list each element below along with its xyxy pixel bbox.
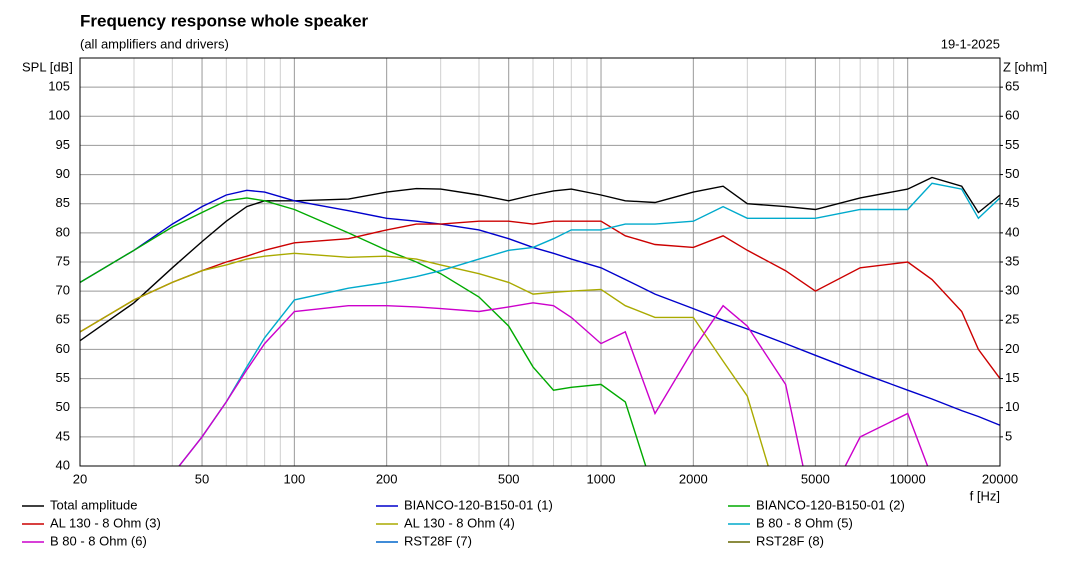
x-tick-label: 500 <box>498 471 520 486</box>
x-tick-label: 2000 <box>679 471 708 486</box>
y2-tick-label: 5 <box>1005 428 1012 443</box>
x-tick-label: 200 <box>376 471 398 486</box>
series-line <box>178 182 1000 466</box>
x-axis-label: f [Hz] <box>970 488 1000 503</box>
legend-label: RST28F (8) <box>756 533 824 548</box>
series-line <box>80 197 647 466</box>
y2-tick-label: 65 <box>1005 79 1019 94</box>
y-tick-label: 75 <box>56 253 70 268</box>
legend-label: B 80 - 8 Ohm (6) <box>50 533 147 548</box>
legend-label: AL 130 - 8 Ohm (4) <box>404 515 515 530</box>
y-tick-label: 80 <box>56 224 70 239</box>
series-line <box>80 189 1000 426</box>
y-tick-label: 95 <box>56 137 70 152</box>
y-tick-label: 70 <box>56 283 70 298</box>
series-line <box>80 252 769 466</box>
y2-tick-label: 50 <box>1005 166 1019 181</box>
y2-tick-label: 35 <box>1005 253 1019 268</box>
x-tick-label: 1000 <box>587 471 616 486</box>
x-tick-label: 20 <box>73 471 87 486</box>
y2-tick-label: 55 <box>1005 137 1019 152</box>
x-tick-label: 100 <box>283 471 305 486</box>
y-axis-label: SPL [dB] <box>22 59 73 74</box>
y2-axis-label: Z [ohm] <box>1003 59 1047 74</box>
legend-label: BIANCO-120-B150-01 (2) <box>756 497 905 512</box>
y-tick-label: 55 <box>56 370 70 385</box>
y-tick-label: 90 <box>56 166 70 181</box>
x-tick-label: 50 <box>195 471 209 486</box>
x-tick-label: 20000 <box>982 471 1018 486</box>
y2-tick-label: 30 <box>1005 283 1019 298</box>
x-tick-label: 5000 <box>801 471 830 486</box>
y2-tick-label: 20 <box>1005 341 1019 356</box>
legend-label: RST28F (7) <box>404 533 472 548</box>
chart-title: Frequency response whole speaker <box>80 11 369 30</box>
y-tick-label: 50 <box>56 399 70 414</box>
y2-tick-label: 15 <box>1005 370 1019 385</box>
y2-tick-label: 45 <box>1005 195 1019 210</box>
legend-label: AL 130 - 8 Ohm (3) <box>50 515 161 530</box>
y-tick-label: 65 <box>56 312 70 327</box>
y2-tick-label: 60 <box>1005 108 1019 123</box>
y-tick-label: 100 <box>48 108 70 123</box>
y-tick-label: 45 <box>56 428 70 443</box>
y-tick-label: 85 <box>56 195 70 210</box>
y-tick-label: 60 <box>56 341 70 356</box>
y2-tick-label: 10 <box>1005 399 1019 414</box>
series-line <box>80 220 1000 380</box>
y2-tick-label: 25 <box>1005 312 1019 327</box>
plot-frame <box>79 57 1001 467</box>
chart-date: 19-1-2025 <box>941 36 1000 51</box>
y-tick-label: 40 <box>56 457 70 472</box>
chart-subtitle: (all amplifiers and drivers) <box>80 36 229 51</box>
legend-label: BIANCO-120-B150-01 (1) <box>404 497 553 512</box>
series-line <box>178 302 929 466</box>
legend-label: B 80 - 8 Ohm (5) <box>756 515 853 530</box>
y-tick-label: 105 <box>48 79 70 94</box>
series-line <box>80 176 1000 342</box>
legend-label: Total amplitude <box>50 497 137 512</box>
x-tick-label: 10000 <box>890 471 926 486</box>
y2-tick-label: 40 <box>1005 224 1019 239</box>
